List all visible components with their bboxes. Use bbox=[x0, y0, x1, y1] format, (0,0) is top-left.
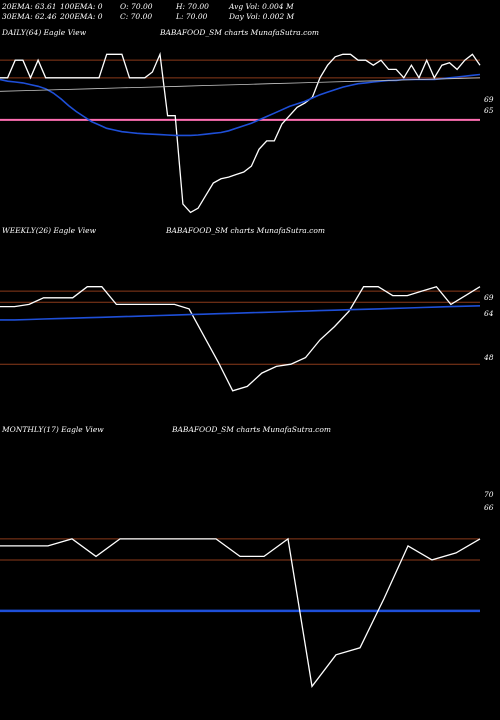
open-readout: O: 70.00 bbox=[120, 2, 153, 11]
monthly-panel-title: BABAFOOD_SM charts MunafaSutra.com bbox=[172, 425, 331, 434]
weekly-ytick-48: 48 bbox=[484, 353, 494, 362]
weekly-panel-title: BABAFOOD_SM charts MunafaSutra.com bbox=[166, 226, 325, 235]
ema30-readout: 30EMA: 62.46 bbox=[2, 12, 57, 21]
weekly-series-1-line bbox=[0, 305, 481, 321]
ema200-readout: 200EMA: 0 bbox=[60, 12, 103, 21]
daily-series-2-line bbox=[0, 77, 481, 92]
daily-ytick-65: 65 bbox=[484, 106, 494, 115]
monthly-ytick-66: 66 bbox=[484, 503, 494, 512]
high-readout: H: 70.00 bbox=[176, 2, 209, 11]
daily-series-0-line bbox=[0, 51, 481, 214]
monthly-panel-label: MONTHLY(17) Eagle View bbox=[2, 425, 104, 434]
weekly-ytick-69: 69 bbox=[484, 293, 494, 302]
daily-panel-label: DAILY(64) Eagle View bbox=[2, 28, 87, 37]
dayvol-readout: Day Vol: 0.002 M bbox=[229, 12, 295, 21]
monthly-ytick-70: 70 bbox=[484, 490, 494, 499]
daily-series-1-line bbox=[0, 73, 481, 137]
low-readout: L: 70.00 bbox=[176, 12, 208, 21]
avgvol-readout: Avg Vol: 0.004 M bbox=[229, 2, 294, 11]
weekly-panel-label: WEEKLY(26) Eagle View bbox=[2, 226, 97, 235]
daily-ytick-69: 69 bbox=[484, 95, 494, 104]
ema100-readout: 100EMA: 0 bbox=[60, 2, 103, 11]
weekly-ytick-64: 64 bbox=[484, 309, 494, 318]
weekly-series-0-line bbox=[0, 285, 481, 392]
daily-panel-title: BABAFOOD_SM charts MunafaSutra.com bbox=[160, 28, 319, 37]
ema20-readout: 20EMA: 63.61 bbox=[2, 2, 57, 11]
close-readout: C: 70.00 bbox=[120, 12, 153, 21]
monthly-series-0-line bbox=[0, 537, 481, 688]
